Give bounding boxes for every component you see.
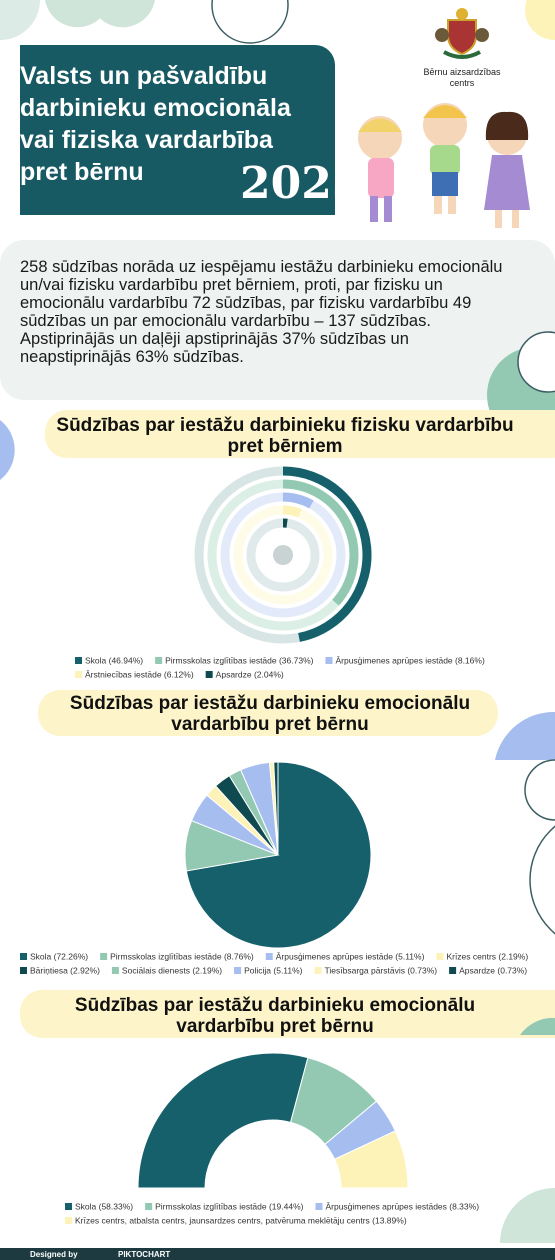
legend-swatch	[20, 967, 27, 974]
decor	[0, 420, 15, 480]
title-box	[20, 45, 335, 215]
decor	[90, 0, 155, 28]
legend-label: Skola (72.26%)	[30, 951, 88, 961]
intro-text: 258 sūdzības norāda uz iespējamu iestāžu…	[20, 258, 520, 366]
legend-swatch	[205, 671, 213, 678]
decor	[500, 1188, 555, 1243]
illustration	[358, 103, 530, 228]
title-line: Valsts un pašvaldību	[20, 62, 268, 90]
legend-swatch	[325, 657, 333, 664]
legend-swatch	[65, 1203, 72, 1210]
legend-label: Skola (58.33%)	[75, 1201, 133, 1211]
legend-label: Apsardze (2.04%)	[216, 669, 284, 679]
center	[273, 545, 293, 565]
radial-bar	[282, 466, 372, 642]
legend-label: Ārstniecības iestāde (6.12%)	[85, 669, 194, 679]
donut-segment	[333, 1130, 409, 1189]
decor	[525, 0, 555, 40]
chart-title: Sūdzības par iestāžu darbinieku emocionā…	[74, 995, 476, 1037]
legend-swatch	[65, 1217, 72, 1224]
legend-swatch	[100, 953, 108, 960]
title-band	[38, 690, 498, 736]
legend-label: Krīzes centrs (2.19%)	[446, 951, 528, 961]
chart-title: Sūdzības par iestāžu darbinieku fizisku …	[56, 415, 514, 457]
legend-label: Skola (46.94%)	[85, 655, 143, 665]
donut-segment	[137, 1052, 309, 1189]
header-title: Valsts un pašvaldību darbinieku emocionā…	[20, 60, 291, 188]
legend-swatch	[265, 953, 273, 960]
legend-swatch	[234, 967, 242, 974]
legend-label: Apsardze (0.73%)	[459, 965, 527, 975]
footer-brand: PIKTOCHART	[118, 1250, 170, 1259]
header-year: 2023	[240, 158, 363, 209]
legend-swatch	[315, 1203, 323, 1210]
legend-swatch	[111, 967, 119, 974]
paragraph: Apstiprinājās un daļēji apstiprinājās 37…	[20, 330, 409, 366]
radial-bar	[282, 479, 359, 606]
legend-label: Pirmsskolas izglītības iestāde (19.44%)	[155, 1201, 304, 1211]
intro-box	[0, 240, 555, 400]
org-name: Bērnu aizsardzības	[423, 67, 501, 77]
decor	[211, 0, 289, 44]
radial-bar	[282, 505, 302, 518]
title-line: vai fiziska vardarbība	[20, 126, 273, 154]
title-band	[20, 990, 555, 1038]
footer-text: Designed by	[30, 1250, 78, 1259]
legend-label: Krīzes centrs, atbalsta centrs, jaunsard…	[75, 1215, 407, 1225]
legend-swatch	[449, 967, 457, 974]
decor	[495, 711, 555, 760]
org-name: centrs	[450, 78, 475, 88]
legend-swatch	[155, 657, 163, 664]
legend-swatch	[75, 671, 82, 678]
chart-title: Sūdzības par iestāžu darbinieku emocionā…	[69, 693, 471, 735]
legend-label: Ārpusģimenes aprūpes iestādes (8.33%)	[325, 1201, 479, 1211]
legend-swatch	[314, 967, 322, 974]
radial-bar	[282, 492, 314, 509]
decor	[529, 825, 555, 935]
legend-swatch	[20, 953, 27, 960]
legend-label: Tiesībsarga pārstāvis (0.73%)	[325, 965, 438, 975]
legend-label: Sociālais dienests (2.19%)	[122, 965, 222, 975]
legend-label: Ārpusģimenes aprūpes iestāde (5.11%)	[276, 951, 425, 961]
legend-swatch	[436, 953, 444, 960]
paragraph: 258 sūdzības norāda uz iespējamu iestāžu…	[20, 258, 503, 330]
title-band	[45, 410, 555, 458]
decor	[517, 331, 555, 393]
legend-label: Policija (5.11%)	[244, 965, 303, 975]
legend-label: Bāriņtiesa (2.92%)	[30, 965, 100, 975]
legend-label: Pirmsskolas izglītības iestāde (8.76%)	[110, 951, 254, 961]
pie-slice	[273, 761, 279, 856]
title-line: pret bērnu	[20, 158, 144, 186]
logo	[435, 8, 489, 59]
legend-label: Pirmsskolas izglītības iestāde (36.73%)	[165, 655, 314, 665]
legend-swatch	[145, 1203, 153, 1210]
legend-label: Ārpusģimenes aprūpes iestāde (8.16%)	[335, 655, 484, 665]
legend-swatch	[75, 657, 82, 664]
title-line: darbinieku emocionāla	[20, 94, 291, 122]
footer-bar	[0, 1248, 555, 1260]
decor	[520, 1017, 555, 1035]
decor	[0, 0, 40, 40]
decor	[524, 759, 555, 821]
